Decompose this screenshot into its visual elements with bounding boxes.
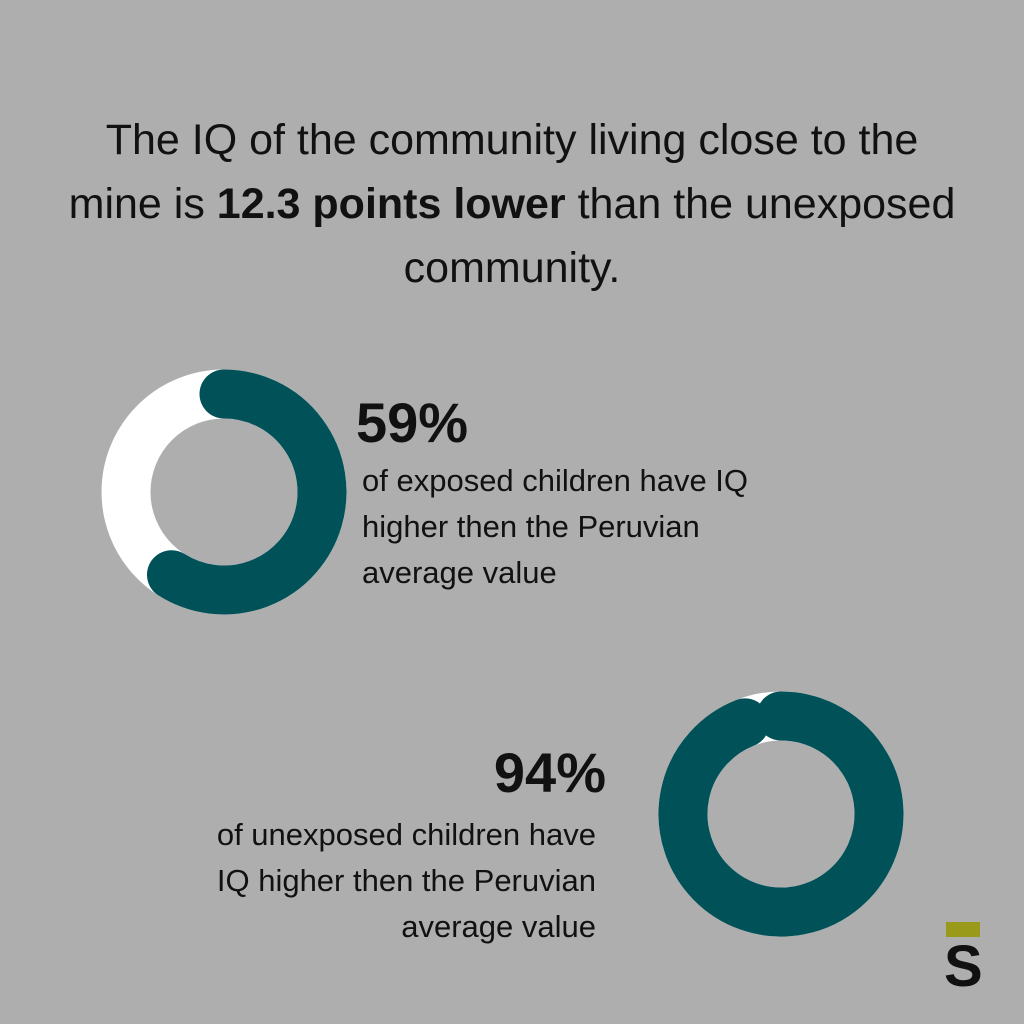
logo: S [944,934,983,999]
logo-bar [946,922,980,937]
headline: The IQ of the community living close to … [62,108,962,300]
donut-chart [101,369,347,615]
donut-chart [658,691,904,937]
percentage-label: 59% [356,391,469,454]
donut-arc [658,691,904,937]
donut-arc [146,369,347,615]
headline-text: than the unexposed community. [403,180,956,292]
headline-emphasis: 12.3 points lower [216,180,566,228]
description: of unexposed children have IQ higher the… [216,817,596,944]
description: of exposed children have IQ higher then … [362,463,749,590]
headline-text: The IQ of the community living close to … [68,116,919,228]
percentage-label: 94% [493,741,606,804]
